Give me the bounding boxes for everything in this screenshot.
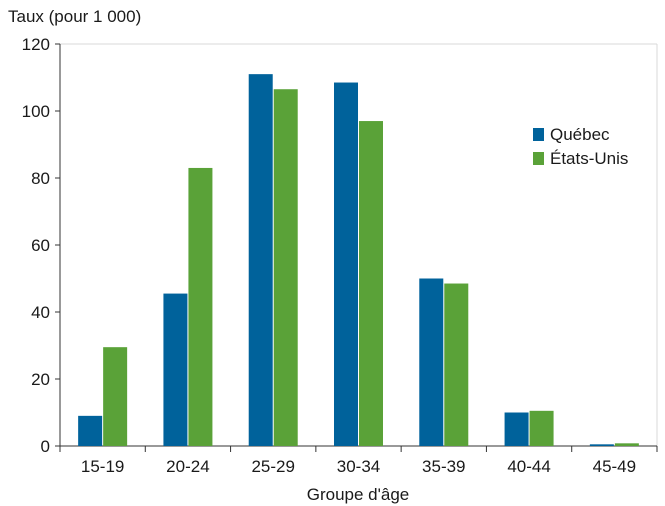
y-tick-label: 60: [31, 236, 50, 255]
bar-quebec: [78, 415, 103, 446]
bar-quebec: [589, 444, 614, 446]
bar-etats-unis: [103, 347, 128, 446]
plot-area: 0 20 40 60 80 100 120 15-19 20-24 25-29 30-34 35-39…: [22, 35, 658, 476]
bar-etats-unis: [273, 89, 298, 446]
legend-label: États-Unis: [550, 149, 628, 168]
y-tick-label: 120: [22, 35, 50, 54]
bar-quebec: [419, 278, 444, 446]
x-tick-label: 25-29: [251, 457, 294, 476]
x-tick-label: 35-39: [422, 457, 465, 476]
y-tick-label: 40: [31, 303, 50, 322]
y-axis-label: Taux (pour 1 000): [8, 7, 141, 26]
x-tick-label: 20-24: [166, 457, 209, 476]
x-tick-label: 40-44: [507, 457, 550, 476]
y-tick-label: 100: [22, 102, 50, 121]
x-axis-label: Groupe d'âge: [307, 485, 410, 504]
bar-quebec: [163, 293, 188, 446]
bar-quebec: [248, 74, 273, 447]
bar-quebec: [334, 82, 358, 447]
legend: Québec États-Unis: [533, 125, 628, 168]
legend-swatch: [533, 152, 544, 165]
bar-quebec: [504, 412, 529, 446]
bar-etats-unis: [188, 167, 213, 446]
y-tick-label: 80: [31, 169, 50, 188]
bar-etats-unis: [359, 121, 383, 447]
x-tick-label: 45-49: [593, 457, 636, 476]
bar-etats-unis: [444, 283, 469, 446]
x-tick-label: 30-34: [337, 457, 380, 476]
bar-etats-unis: [614, 443, 639, 446]
legend-label: Québec: [550, 125, 610, 144]
y-tick-label: 0: [41, 437, 50, 456]
bar-etats-unis: [529, 410, 554, 446]
legend-swatch: [533, 128, 544, 141]
y-tick-label: 20: [31, 370, 50, 389]
x-tick-label: 15-19: [81, 457, 124, 476]
